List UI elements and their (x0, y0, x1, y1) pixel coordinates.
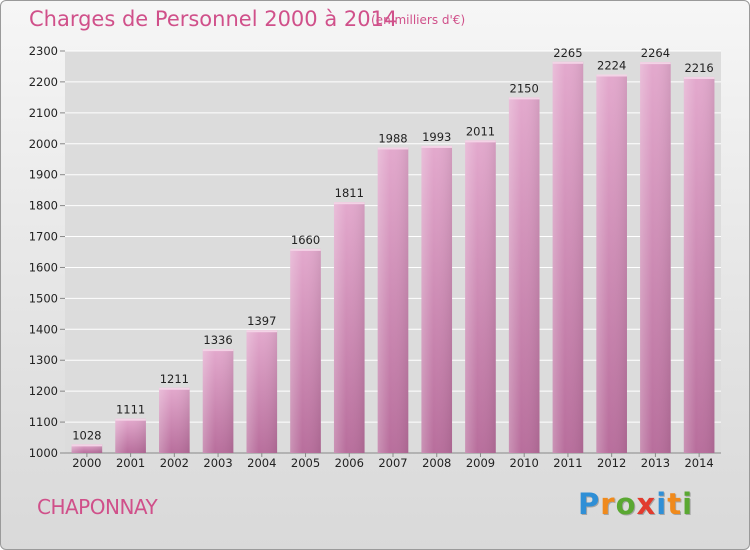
x-tick-label: 2011 (553, 456, 582, 470)
y-tick-label: 1400 (29, 322, 58, 336)
bar-shine (71, 444, 103, 453)
x-tick-label: 2006 (335, 456, 364, 470)
x-axis-labels: 2000 2001 2002 2003 2004 2005 2006 2007 2008 2009… (72, 456, 714, 470)
logo-letter: o (615, 487, 637, 521)
bars (71, 61, 715, 454)
x-tick-label: 2002 (160, 456, 189, 470)
bar-shine (508, 97, 540, 453)
bar-shine (246, 330, 278, 453)
y-tick-label: 2300 (29, 44, 58, 58)
bar-top-edge (552, 61, 584, 64)
y-tick-label: 2100 (29, 106, 58, 120)
x-tick-label: 2009 (466, 456, 495, 470)
bar-top-edge (246, 330, 278, 333)
logo-letter: t (667, 487, 683, 521)
logo-letter: P (578, 487, 601, 521)
value-label: 1211 (160, 372, 189, 386)
x-tick-label: 2003 (203, 456, 232, 470)
value-label: 1111 (116, 403, 145, 417)
value-labels: 1028 1111 1211 1336 1397 1660 1811 1988 1993 2011… (72, 46, 714, 443)
y-tick-label: 1100 (29, 415, 58, 429)
bar-top-edge (465, 140, 496, 143)
x-tick-label: 2008 (422, 456, 451, 470)
bar-top-edge (508, 97, 540, 100)
x-tick-label: 2000 (72, 456, 101, 470)
x-tick-label: 2010 (510, 456, 539, 470)
bar-shine (159, 387, 190, 453)
x-tick-label: 2007 (378, 456, 407, 470)
y-tick-label: 2000 (29, 137, 58, 151)
bar-shine (421, 145, 453, 454)
value-label: 1397 (247, 314, 276, 328)
bar-top-edge (290, 248, 321, 251)
y-tick-label: 1000 (29, 446, 58, 460)
logo-letter: i (682, 487, 694, 521)
bar-shine (596, 74, 627, 454)
y-tick-label: 1700 (29, 230, 58, 244)
x-tick-label: 2014 (684, 456, 713, 470)
value-label: 2224 (597, 59, 626, 73)
bar-top-edge (640, 62, 671, 65)
y-tick-label: 1200 (29, 384, 58, 398)
y-tick-label: 1900 (29, 168, 58, 182)
unit-note: (en milliers d'€) (371, 13, 466, 27)
value-label: 1811 (335, 186, 364, 200)
value-label: 1993 (422, 130, 451, 144)
y-tick-label: 1600 (29, 260, 58, 274)
bar-shine (202, 349, 234, 453)
chart-title: Charges de Personnel 2000 à 2014 (29, 7, 398, 31)
bar-top-edge (683, 76, 715, 79)
logo-letter: i (656, 487, 668, 521)
logo-letter: r (600, 487, 616, 521)
x-tick-label: 2001 (116, 456, 145, 470)
y-tick-label: 1800 (29, 199, 58, 213)
value-label: 2216 (684, 61, 713, 75)
bar-top-edge (421, 145, 453, 148)
proxiti-logo: Proxiti (578, 487, 693, 521)
bar-shine (333, 202, 365, 453)
logo-letter: x (636, 487, 657, 521)
value-label: 2264 (641, 46, 670, 60)
place-name: CHAPONNAY (37, 495, 158, 519)
bar-top-edge (596, 74, 627, 77)
bar-shine (115, 418, 146, 453)
value-label: 1336 (203, 333, 232, 347)
x-tick-label: 2013 (641, 456, 670, 470)
y-axis-labels: 1000 1100 1200 1300 1400 1500 1600 1700 1800 1900… (29, 44, 58, 460)
bar-shine (290, 248, 321, 453)
y-tick-label: 2200 (29, 75, 58, 89)
x-tick-label: 2012 (597, 456, 626, 470)
value-label: 1660 (291, 233, 320, 247)
bar-top-edge (202, 349, 234, 352)
value-label: 1988 (378, 131, 407, 145)
bar-top-edge (333, 202, 365, 205)
value-label: 2265 (553, 46, 582, 60)
bar-shine (640, 62, 671, 453)
value-label: 1028 (72, 428, 101, 442)
value-label: 2011 (466, 124, 495, 138)
bar-shine (683, 76, 715, 453)
x-tick-label: 2005 (291, 456, 320, 470)
bar-shine (377, 147, 409, 454)
bar-top-edge (377, 147, 409, 150)
bar-shine (465, 140, 496, 454)
x-tick-label: 2004 (247, 456, 276, 470)
y-tick-label: 1500 (29, 291, 58, 305)
bar-top-edge (115, 418, 146, 421)
bar-shine (552, 61, 584, 453)
value-label: 2150 (510, 81, 539, 95)
bar-top-edge (71, 444, 103, 447)
bar-top-edge (159, 387, 190, 390)
y-tick-label: 1300 (29, 353, 58, 367)
